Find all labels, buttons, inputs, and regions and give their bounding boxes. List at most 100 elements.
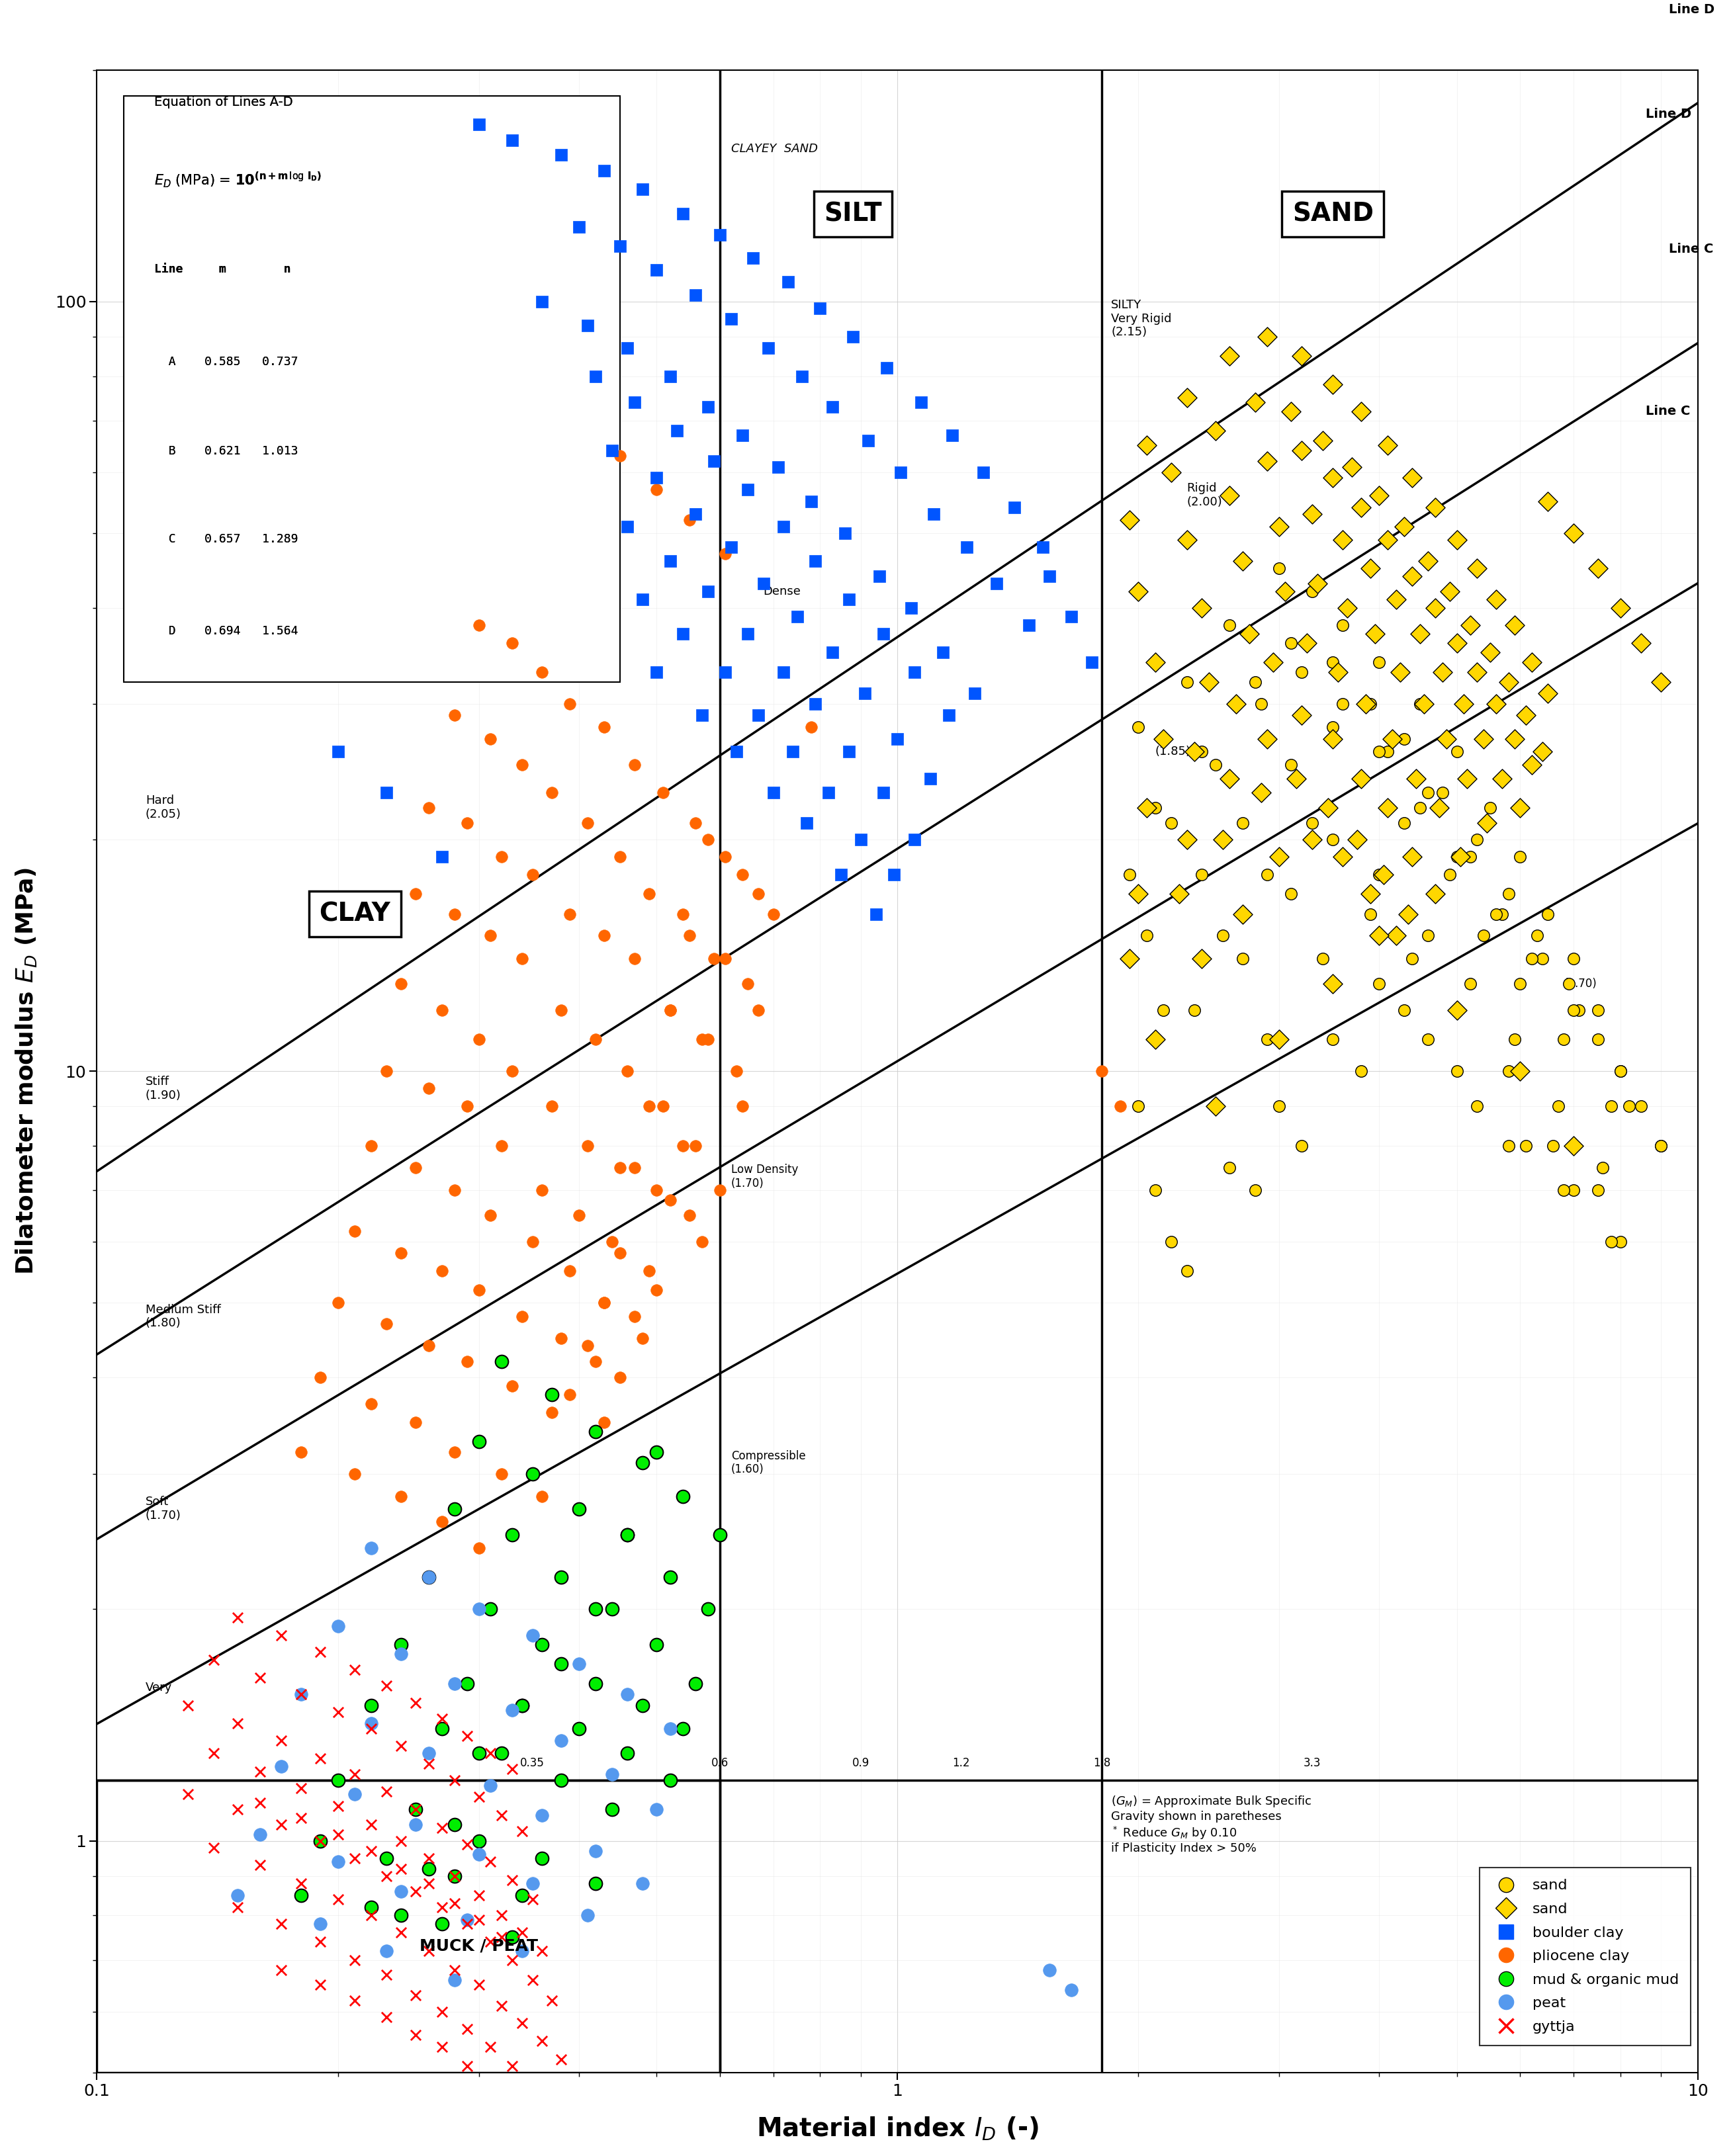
Point: [529, 1173, 556, 1207]
Point: [1534, 675, 1561, 709]
Point: [733, 966, 761, 1000]
Point: [1463, 1089, 1490, 1123]
Point: [537, 1395, 565, 1429]
Point: [717, 530, 745, 565]
Text: C    0.657   1.289: C 0.657 1.289: [154, 533, 298, 545]
Text: 0.6: 0.6: [711, 1757, 728, 1768]
Point: [497, 1369, 525, 1404]
Point: [695, 1022, 723, 1056]
Point: [643, 472, 671, 507]
Point: [607, 438, 634, 472]
Point: [695, 573, 723, 608]
Point: [650, 1089, 678, 1123]
Text: CLAY: CLAY: [319, 901, 390, 927]
Point: [712, 839, 740, 873]
Point: [854, 423, 882, 457]
Point: [487, 1897, 515, 1932]
Point: [700, 444, 728, 479]
Point: [373, 776, 400, 811]
Point: [1036, 1953, 1064, 1988]
Point: [246, 1848, 274, 1882]
Point: [416, 1736, 444, 1770]
Point: [705, 1518, 733, 1552]
Point: [607, 1360, 634, 1395]
Point: [620, 386, 648, 420]
Point: [175, 1688, 203, 1723]
Point: [1173, 666, 1201, 701]
Point: [440, 1953, 468, 1988]
Point: [669, 196, 697, 231]
Point: [508, 1813, 535, 1848]
Point: [529, 2024, 556, 2059]
Point: [477, 1736, 504, 1770]
Point: [357, 1712, 385, 1746]
Point: [749, 567, 776, 602]
Point: [1506, 966, 1534, 1000]
Point: [1248, 776, 1275, 811]
Point: [920, 496, 948, 530]
Point: [1513, 699, 1541, 733]
Point: [1518, 748, 1546, 783]
Point: [428, 1811, 456, 1846]
Point: [1506, 1054, 1534, 1089]
Point: [1390, 994, 1418, 1028]
Point: [1319, 821, 1347, 856]
Point: [1165, 877, 1192, 912]
Text: Very: Very: [146, 1682, 172, 1708]
Point: [1133, 429, 1161, 464]
Point: [1180, 735, 1208, 770]
Point: [497, 1919, 525, 1953]
Point: [917, 761, 944, 796]
Point: [373, 1307, 400, 1341]
Point: [416, 1746, 444, 1781]
Point: [1501, 608, 1529, 642]
Point: [373, 1774, 400, 1809]
Point: [1473, 806, 1501, 841]
Point: [1125, 573, 1152, 608]
Point: [267, 1906, 295, 1940]
Point: [743, 699, 771, 733]
Point: [832, 515, 860, 550]
Point: [898, 591, 925, 625]
Point: [477, 1768, 504, 1802]
Point: [582, 358, 610, 392]
Point: [416, 1852, 444, 1886]
Point: [1270, 573, 1298, 608]
Point: [1534, 897, 1561, 931]
Point: [477, 2029, 504, 2063]
Point: [341, 1984, 369, 2018]
Point: [388, 1628, 416, 1662]
Point: [565, 1199, 593, 1233]
Point: [357, 1835, 385, 1869]
Point: [1158, 1225, 1185, 1259]
Point: [643, 1436, 671, 1470]
Point: [1125, 1089, 1152, 1123]
Point: [307, 1634, 334, 1669]
Point: [529, 1479, 556, 1514]
Point: [676, 502, 704, 537]
Point: [1399, 942, 1426, 977]
Text: D    0.694   1.564: D 0.694 1.564: [154, 625, 298, 636]
Point: [936, 699, 964, 733]
Point: [518, 2070, 546, 2104]
Point: [1390, 509, 1418, 543]
Text: SILT: SILT: [823, 201, 882, 226]
Point: [643, 252, 671, 287]
Point: [537, 1984, 565, 2018]
Point: [754, 330, 782, 364]
Point: [357, 1705, 385, 1740]
Point: [1253, 444, 1281, 479]
Point: [1560, 942, 1587, 977]
Point: [884, 722, 912, 757]
Point: [1407, 688, 1435, 722]
Point: [620, 942, 648, 977]
Point: [452, 1826, 480, 1861]
Point: [797, 709, 825, 744]
Point: [1518, 645, 1546, 679]
Point: [1444, 625, 1471, 660]
Point: [728, 858, 756, 893]
Point: [1308, 423, 1336, 457]
Point: [416, 1841, 444, 1876]
Point: [1265, 552, 1293, 586]
Point: [529, 655, 556, 690]
